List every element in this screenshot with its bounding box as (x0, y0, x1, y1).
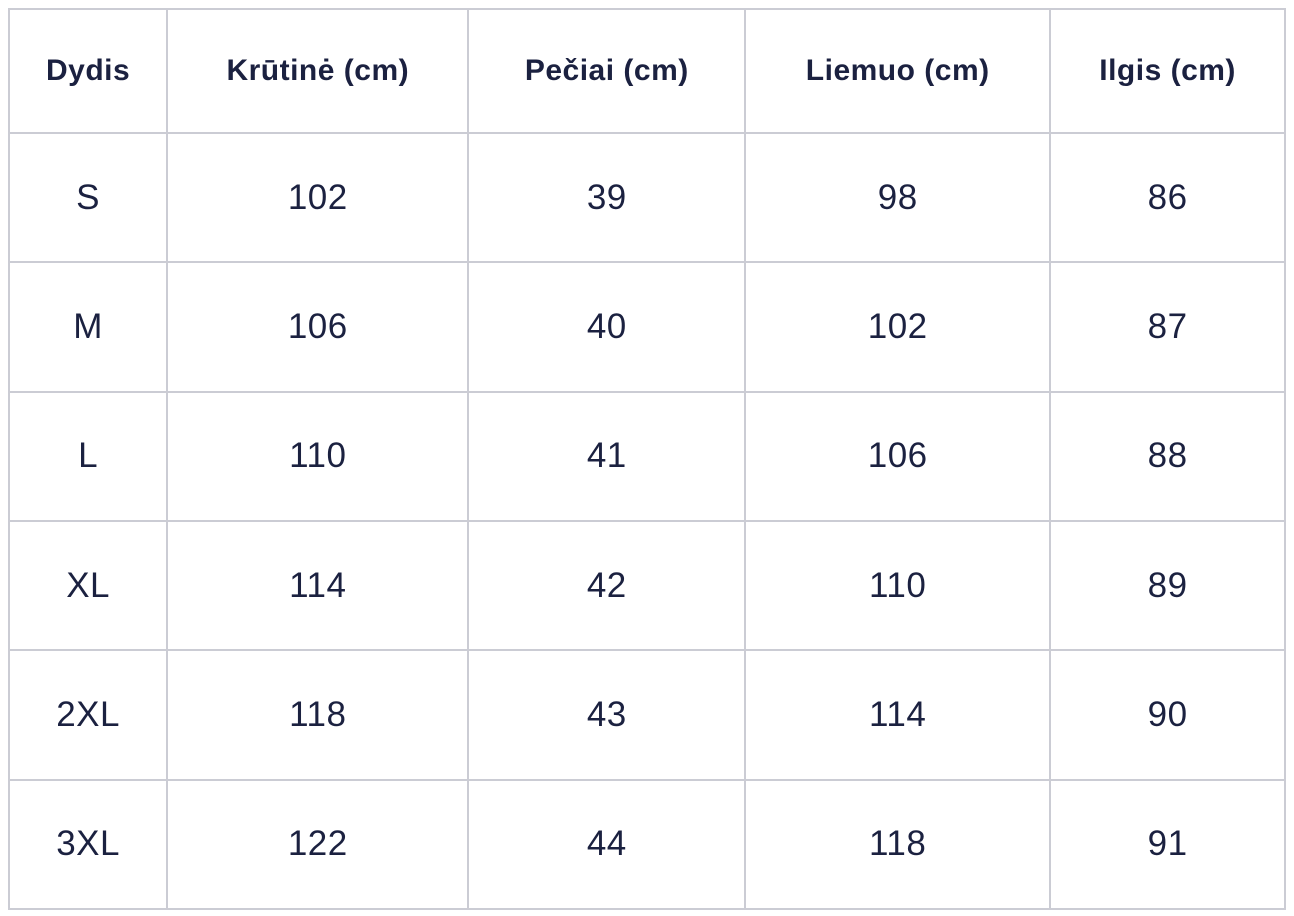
peciai-value: 43 (467, 649, 747, 781)
peciai-value: 40 (467, 261, 747, 393)
krutine-value: 102 (166, 131, 470, 264)
size-label: S (7, 131, 169, 264)
liemuo-value: 118 (744, 778, 1052, 911)
column-header-liemuo: Liemuo (cm) (744, 8, 1052, 134)
peciai-value: 41 (467, 390, 747, 522)
liemuo-value: 106 (744, 390, 1052, 522)
liemuo-value: 102 (744, 261, 1052, 393)
krutine-value: 114 (166, 519, 470, 652)
peciai-value: 39 (467, 131, 747, 264)
size-label: 3XL (7, 778, 169, 911)
size-label: L (7, 390, 169, 522)
peciai-value: 44 (467, 778, 747, 911)
table-row-l: L 110 41 106 88 (7, 390, 1286, 522)
ilgis-value: 90 (1049, 649, 1286, 781)
size-label: M (7, 261, 169, 393)
ilgis-value: 86 (1049, 131, 1286, 264)
column-header-peciai: Pečiai (cm) (467, 8, 747, 134)
size-label: 2XL (7, 649, 169, 781)
column-header-krutine: Krūtinė (cm) (166, 8, 470, 134)
header-row: Dydis Krūtinė (cm) Pečiai (cm) Liemuo (c… (7, 8, 1286, 134)
liemuo-value: 98 (744, 131, 1052, 264)
ilgis-value: 87 (1049, 261, 1286, 393)
krutine-value: 122 (166, 778, 470, 911)
table-row-xl: XL 114 42 110 89 (7, 519, 1286, 652)
liemuo-value: 114 (744, 649, 1052, 781)
ilgis-value: 88 (1049, 390, 1286, 522)
krutine-value: 118 (166, 649, 470, 781)
table-row-2xl: 2XL 118 43 114 90 (7, 649, 1286, 781)
ilgis-value: 89 (1049, 519, 1286, 652)
size-label: XL (7, 519, 169, 652)
size-table: Dydis Krūtinė (cm) Pečiai (cm) Liemuo (c… (7, 8, 1286, 911)
table-row-3xl: 3XL 122 44 118 91 (7, 778, 1286, 911)
column-header-dydis: Dydis (7, 8, 169, 134)
column-header-ilgis: Ilgis (cm) (1049, 8, 1286, 134)
ilgis-value: 91 (1049, 778, 1286, 911)
liemuo-value: 110 (744, 519, 1052, 652)
peciai-value: 42 (467, 519, 747, 652)
krutine-value: 106 (166, 261, 470, 393)
krutine-value: 110 (166, 390, 470, 522)
table-row-m: M 106 40 102 87 (7, 261, 1286, 393)
table-row-s: S 102 39 98 86 (7, 131, 1286, 264)
